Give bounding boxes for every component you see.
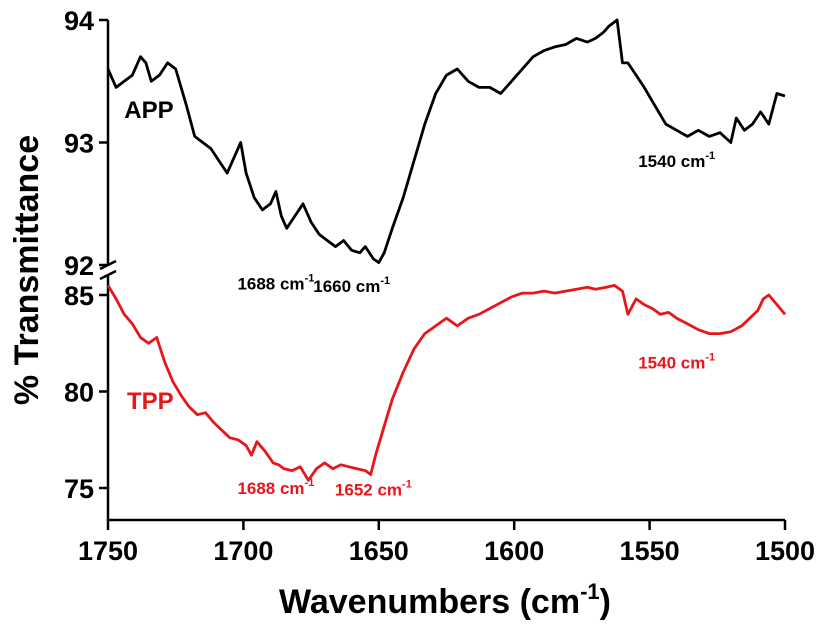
peak-annotation-text: 1540 cm — [638, 152, 705, 171]
series-label-tpp: TPP — [127, 388, 174, 415]
axes-group — [99, 20, 785, 522]
peak-annotation-sup: -1 — [705, 351, 715, 363]
peak-annotation-sup: -1 — [305, 477, 315, 489]
x-axis-title-main: Wavenumbers (cm — [279, 583, 580, 621]
series-line-tpp — [106, 283, 787, 482]
x-tick-label: 1750 — [78, 536, 138, 566]
x-tick-label: 1600 — [484, 536, 544, 566]
peak-annotation-sup: -1 — [705, 150, 715, 162]
x-axis-title-sup: -1 — [580, 579, 600, 604]
peak-annotation: 1660 cm-1 — [313, 275, 390, 296]
y-tick-label: 80 — [64, 378, 94, 408]
peak-annotation-sup: -1 — [305, 273, 315, 285]
x-tick-label: 1650 — [349, 536, 409, 566]
peak-annotation-text: 1688 cm — [237, 479, 304, 498]
y-tick-label: 92 — [64, 251, 94, 281]
peak-annotation-sup: -1 — [402, 479, 412, 491]
peak-annotation: 1688 cm-1 — [237, 477, 314, 498]
x-axis-title-close: ) — [600, 583, 611, 621]
series-group: APP TPP — [106, 18, 787, 482]
peak-annotation: 1540 cm-1 — [638, 351, 715, 372]
peak-annotation-text: 1688 cm — [237, 275, 304, 294]
x-tick-label: 1700 — [213, 536, 273, 566]
x-tick-label: 1550 — [620, 536, 680, 566]
peak-annotation: 1540 cm-1 — [638, 150, 715, 171]
y-tick-label: 93 — [64, 129, 94, 159]
y-tick-label: 75 — [64, 474, 94, 504]
peak-annotation-text: 1540 cm — [638, 353, 705, 372]
peak-annotation: 1688 cm-1 — [237, 273, 314, 294]
peak-annotation-text: 1652 cm — [335, 481, 402, 500]
axis-break-mark — [99, 269, 117, 281]
series-line-app — [106, 18, 786, 265]
y-tick-label: 85 — [64, 281, 94, 311]
y-axis-title: % Transmittance — [8, 135, 46, 405]
peak-annotation-sup: -1 — [380, 275, 390, 287]
x-tick-label: 1500 — [755, 536, 815, 566]
peak-annotation-text: 1660 cm — [313, 277, 380, 296]
series-label-app: APP — [124, 97, 173, 124]
peak-annotation: 1652 cm-1 — [335, 479, 412, 500]
x-axis-title: Wavenumbers (cm-1) — [279, 579, 611, 621]
y-tick-label: 94 — [64, 6, 94, 36]
